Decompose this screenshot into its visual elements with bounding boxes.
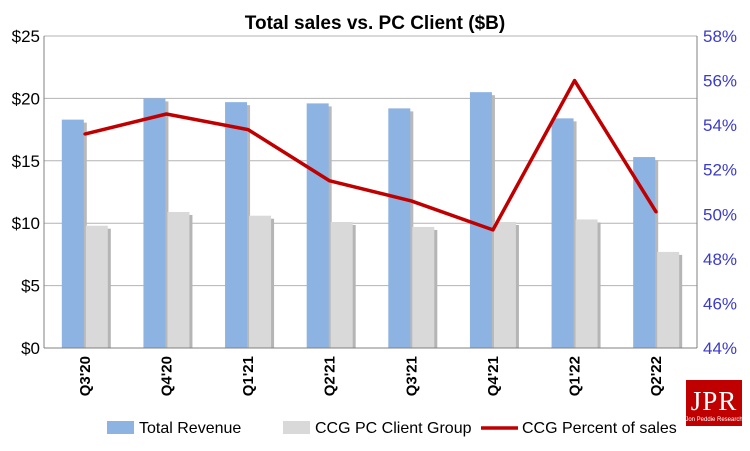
category-label: Q3'21 — [403, 356, 420, 396]
bar-total-revenue — [388, 108, 411, 348]
bar-ccg — [167, 211, 190, 348]
line-point — [83, 132, 87, 136]
bar-total-revenue — [306, 103, 329, 348]
jpr-logo: JPR Jon Peddie Research — [685, 380, 743, 426]
right-axis-ticks: 44% 46% 48% 50% 52% 54% 56% 58% — [703, 27, 737, 358]
bar-total-revenue — [61, 119, 84, 348]
line-point — [328, 179, 332, 183]
category-label: Q2'21 — [322, 356, 339, 396]
bar-total-revenue — [551, 118, 574, 348]
bar-ccg — [412, 226, 435, 348]
axes — [43, 36, 698, 349]
line-layer — [83, 78, 658, 232]
left-tick-label: $0 — [21, 339, 40, 358]
chart-title: Total sales vs. PC Client ($B) — [245, 13, 505, 34]
category-label: Q4'20 — [158, 356, 175, 396]
legend-label: CCG PC Client Group — [315, 420, 472, 437]
category-label: Q4'21 — [485, 356, 502, 396]
right-tick-label: 58% — [703, 27, 737, 46]
left-tick-label: $20 — [12, 89, 40, 108]
left-tick-label: $10 — [12, 214, 40, 233]
bar-total-revenue — [469, 92, 492, 348]
legend-swatch-ccg — [283, 421, 310, 434]
right-tick-label: 54% — [703, 116, 737, 135]
bar-total-revenue — [225, 102, 248, 348]
left-axis-ticks: $0 $5 $10 $15 $20 $25 — [12, 27, 40, 358]
logo-subtext: Jon Peddie Research — [685, 417, 742, 423]
bar-total-revenue — [633, 157, 656, 348]
right-tick-label: 52% — [703, 161, 737, 180]
bar-total-revenue — [143, 98, 166, 349]
bar-ccg — [249, 215, 272, 348]
legend-label: Total Revenue — [139, 420, 241, 437]
legend: Total Revenue CCG PC Client Group CCG Perc… — [107, 420, 677, 437]
legend-swatch-total-revenue — [107, 421, 134, 434]
line-ccg-percent — [84, 78, 658, 232]
bar-ccg — [657, 251, 680, 348]
logo-background — [686, 380, 742, 426]
bar-ccg — [493, 221, 516, 348]
legend-label: CCG Percent of sales — [522, 420, 677, 437]
left-tick-label: $5 — [21, 277, 40, 296]
left-tick-label: $25 — [12, 27, 40, 46]
left-tick-label: $15 — [12, 152, 40, 171]
right-tick-label: 46% — [703, 294, 737, 313]
line-point — [164, 112, 168, 116]
right-tick-label: 44% — [703, 339, 737, 358]
bars — [61, 92, 683, 349]
bar-ccg — [575, 219, 598, 348]
line-point — [409, 199, 413, 203]
bar-ccg — [85, 225, 108, 348]
line-point — [654, 210, 658, 214]
category-label: Q3'20 — [77, 356, 94, 396]
line-point — [573, 79, 577, 83]
logo-text: JPR — [691, 386, 738, 416]
category-label: Q1'22 — [567, 356, 584, 396]
right-tick-label: 56% — [703, 72, 737, 91]
line-point — [246, 128, 250, 132]
category-labels: Q3'20 Q4'20 Q1'21 Q2'21 Q3'21 Q4'21 Q1'22 Q2'22 — [77, 356, 665, 396]
right-tick-label: 50% — [703, 205, 737, 224]
line-point — [491, 228, 495, 232]
category-label: Q1'21 — [240, 356, 257, 396]
right-tick-label: 48% — [703, 250, 737, 269]
category-label: Q2'22 — [648, 356, 665, 396]
bar-ccg — [330, 221, 353, 348]
